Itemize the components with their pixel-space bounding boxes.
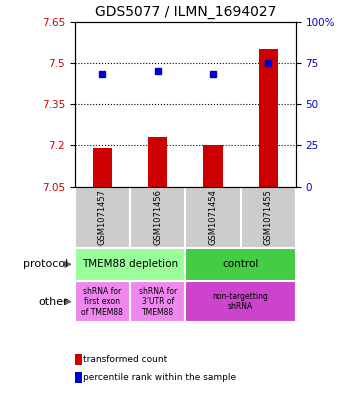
Text: GSM1071455: GSM1071455 [264, 189, 273, 245]
Bar [130, 187, 185, 248]
Bar [148, 137, 167, 187]
Bar [130, 281, 185, 322]
Bar [185, 248, 296, 281]
Text: percentile rank within the sample: percentile rank within the sample [83, 373, 236, 382]
Bar [203, 145, 223, 187]
Text: control: control [222, 259, 259, 269]
Bar [258, 49, 278, 187]
Text: other: other [38, 297, 68, 307]
Text: protocol: protocol [23, 259, 68, 269]
Text: transformed count: transformed count [83, 355, 168, 364]
Text: GSM1071457: GSM1071457 [98, 189, 107, 245]
Bar [75, 281, 130, 322]
Bar [185, 281, 296, 322]
Text: shRNA for
first exon
of TMEM88: shRNA for first exon of TMEM88 [82, 287, 123, 316]
Bar [241, 187, 296, 248]
Bar [75, 248, 185, 281]
Bar [75, 187, 130, 248]
Text: shRNA for
3'UTR of
TMEM88: shRNA for 3'UTR of TMEM88 [139, 287, 177, 316]
Text: non-targetting
shRNA: non-targetting shRNA [212, 292, 269, 311]
Title: GDS5077 / ILMN_1694027: GDS5077 / ILMN_1694027 [95, 5, 276, 19]
Bar [93, 148, 112, 187]
Text: GSM1071454: GSM1071454 [208, 189, 217, 245]
Bar [185, 187, 241, 248]
Text: GSM1071456: GSM1071456 [153, 189, 162, 245]
Text: TMEM88 depletion: TMEM88 depletion [82, 259, 178, 269]
